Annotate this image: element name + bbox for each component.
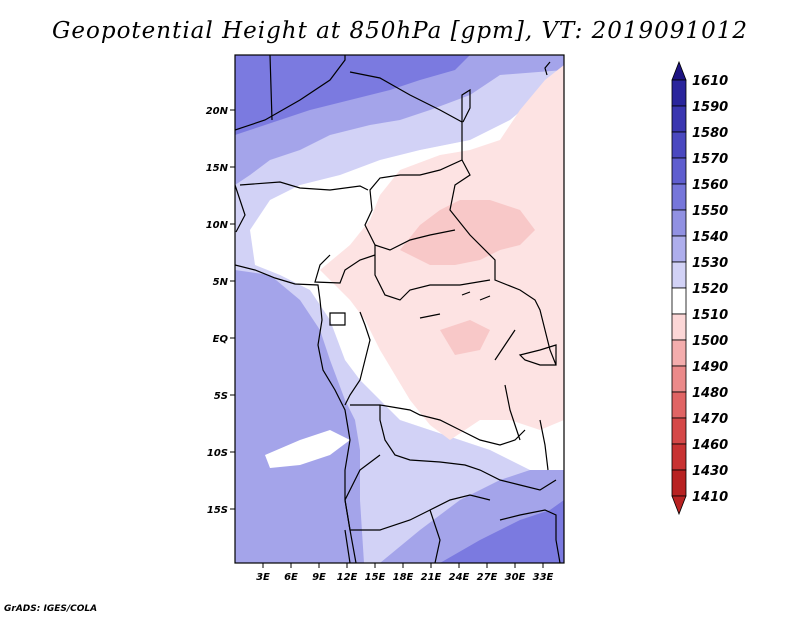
border-8 (329, 311, 371, 406)
colorbar-label: 1500 (692, 334, 728, 349)
colorbar-segment (671, 131, 687, 159)
coastline-west (235, 264, 357, 563)
field-north-dark (235, 55, 470, 135)
colorbar-segment (671, 287, 687, 315)
colorbar-segment (671, 417, 687, 445)
colorbar-label: 1460 (692, 438, 728, 453)
small-lakes (419, 291, 491, 319)
colorbar-label: 1540 (692, 230, 728, 245)
colorbar-segment (671, 469, 687, 497)
lake-victoria (518, 344, 557, 366)
colorbar-label: 1480 (692, 386, 728, 401)
colorbar-label: 1410 (692, 490, 728, 505)
lat-label-20n: 20N (206, 106, 229, 117)
lat-label-10s: 10S (207, 448, 228, 459)
lake-malawi (539, 419, 549, 471)
colorbar-label: 1430 (692, 464, 728, 479)
map-frame (234, 54, 565, 564)
border-3 (364, 122, 463, 246)
field-west-ocean (235, 270, 364, 563)
lon-label-27e: 27E (477, 572, 498, 583)
lon-label-33e: 33E (533, 572, 554, 583)
lon-label-6e: 6E (284, 572, 298, 583)
lake-tanganyika (494, 329, 521, 441)
border-10 (379, 405, 557, 491)
colorbar: 1610 1590 1580 1570 1560 1550 1540 1530 1520 1510… (671, 60, 728, 516)
lon-ticks (262, 563, 544, 568)
colorbar-segment (671, 209, 687, 237)
colorbar-segment (671, 105, 687, 133)
lat-label-5s: 5S (214, 391, 228, 402)
border-6 (374, 229, 491, 301)
lon-label-21e: 21E (421, 572, 442, 583)
lat-label-5n: 5N (213, 277, 229, 288)
lat-label-15n: 15N (206, 163, 229, 174)
colorbar-segment (671, 443, 687, 471)
colorbar-arrow-bottom (671, 495, 687, 516)
field-white-patch (265, 430, 350, 468)
border-9 (350, 404, 526, 446)
colorbar-segment (671, 365, 687, 393)
lat-label-15s: 15S (207, 505, 228, 516)
coastline-nw (234, 184, 246, 233)
colorbar-segment (671, 339, 687, 367)
colorbar-label: 1550 (692, 204, 728, 219)
field-south-dark (440, 500, 564, 563)
lon-label-18e: 18E (393, 572, 414, 583)
lon-label-12e: 12E (337, 572, 358, 583)
colorbar-segment (671, 391, 687, 419)
colorbar-segment (671, 313, 687, 341)
border-11 (344, 454, 491, 531)
lat-ticks (230, 109, 235, 510)
colorbar-segment (671, 183, 687, 211)
colorbar-label: 1610 (692, 74, 728, 89)
colorbar-arrow-top (671, 60, 687, 81)
coast-ne (544, 61, 551, 76)
field-pink-mid-2 (440, 320, 490, 355)
lon-label-24e: 24E (449, 572, 470, 583)
border-5 (449, 159, 557, 366)
border-1 (235, 55, 346, 131)
colorbar-label: 1580 (692, 126, 728, 141)
colorbar-label: 1560 (692, 178, 728, 193)
lon-label-30e: 30E (505, 572, 526, 583)
colorbar-label: 1510 (692, 308, 728, 323)
border-4 (239, 55, 369, 191)
colorbar-label: 1520 (692, 282, 728, 297)
lon-label-15e: 15E (365, 572, 386, 583)
border-7 (314, 254, 376, 284)
lon-label-9e: 9E (312, 572, 326, 583)
colorbar-label: 1470 (692, 412, 728, 427)
colorbar-segment (671, 79, 687, 107)
country-borders (235, 55, 561, 563)
colorbar-segment (671, 261, 687, 289)
lon-label-3e: 3E (256, 572, 270, 583)
grads-credit: GrADS: IGES/COLA (4, 604, 98, 614)
colorbar-label: 1570 (692, 152, 728, 167)
border-12 (344, 509, 561, 563)
colorbar-label: 1490 (692, 360, 728, 375)
colorbar-label: 1530 (692, 256, 728, 271)
height-field (235, 55, 564, 563)
map-title: Geopotential Height at 850hPa [gpm], VT:… (52, 18, 748, 44)
lat-label-10n: 10N (206, 220, 229, 231)
colorbar-segment (671, 157, 687, 185)
lat-label-eq: EQ (213, 334, 229, 345)
colorbar-segment (671, 235, 687, 263)
colorbar-label: 1590 (692, 100, 728, 115)
